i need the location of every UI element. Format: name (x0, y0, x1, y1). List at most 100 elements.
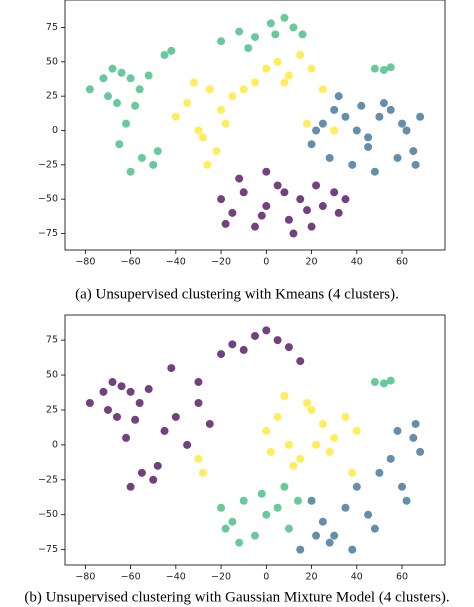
plot-frame (64, 314, 446, 566)
point (257, 489, 266, 498)
point (126, 482, 135, 491)
x-tick-label: −80 (75, 572, 95, 583)
point (307, 496, 316, 505)
point (402, 126, 411, 135)
y-tick-label: −75 (38, 228, 58, 239)
point (296, 357, 305, 366)
plot-frame (64, 0, 446, 251)
point (108, 378, 117, 387)
point (364, 142, 373, 151)
point (137, 468, 146, 477)
point (280, 392, 289, 401)
point (262, 167, 271, 176)
point (334, 92, 343, 101)
point (364, 133, 373, 142)
y-tick-label: 75 (46, 22, 58, 33)
point (273, 336, 282, 345)
point (262, 326, 271, 335)
point (235, 538, 244, 547)
point (284, 71, 293, 80)
y-tick-label: −75 (38, 544, 58, 555)
point (318, 119, 327, 128)
point (194, 454, 203, 463)
point (108, 64, 117, 73)
x-tick-label: −80 (75, 257, 95, 268)
point (239, 85, 248, 94)
y-tick-label: 0 (52, 125, 58, 136)
point (307, 140, 316, 149)
point (137, 153, 146, 162)
point (135, 398, 144, 407)
point (379, 99, 388, 108)
point (198, 468, 207, 477)
point (411, 160, 420, 169)
point (379, 66, 388, 75)
point (262, 64, 271, 73)
point (402, 496, 411, 505)
point (126, 167, 135, 176)
y-tick-label: −25 (38, 474, 58, 485)
point (357, 101, 366, 110)
point (334, 208, 343, 217)
point (348, 160, 357, 169)
point (284, 215, 293, 224)
point (303, 206, 312, 215)
point (122, 433, 131, 442)
point (113, 412, 122, 421)
point (135, 85, 144, 94)
point (386, 63, 395, 72)
point (296, 545, 305, 554)
point (330, 126, 339, 135)
point (266, 447, 275, 456)
point (284, 524, 293, 533)
point (235, 174, 244, 183)
point (167, 364, 176, 373)
point (398, 119, 407, 128)
point (251, 33, 259, 42)
point (198, 133, 207, 142)
point (341, 412, 350, 421)
point (217, 350, 226, 359)
point (393, 426, 402, 435)
point (411, 419, 420, 428)
point (228, 340, 237, 349)
point (160, 426, 169, 435)
point (330, 433, 339, 442)
point (262, 426, 271, 435)
point (99, 387, 108, 396)
point (126, 387, 135, 396)
point (289, 461, 298, 470)
point (330, 531, 339, 540)
x-tick-label: −20 (211, 257, 231, 268)
y-tick-label: 75 (46, 335, 58, 346)
point (303, 119, 312, 128)
point (221, 524, 230, 533)
point (203, 160, 212, 169)
point (122, 119, 131, 128)
y-tick-label: 50 (46, 56, 58, 67)
point (262, 202, 271, 211)
point (307, 64, 316, 73)
y-tick-label: 25 (46, 91, 58, 102)
point (189, 78, 198, 87)
point (212, 147, 221, 156)
point (370, 167, 379, 176)
point (379, 379, 388, 388)
point (251, 331, 259, 340)
point (409, 147, 418, 156)
point (289, 23, 298, 32)
point (131, 415, 140, 424)
point (352, 426, 361, 435)
point (271, 30, 280, 39)
point (370, 524, 379, 533)
point (235, 27, 244, 36)
x-tick-label: 60 (396, 257, 408, 268)
point (296, 50, 305, 59)
point (289, 229, 298, 238)
caption: (a) Unsupervised clustering with Kmeans … (75, 286, 399, 302)
point (386, 454, 395, 463)
point (416, 112, 425, 121)
point (228, 208, 237, 217)
point (167, 46, 176, 55)
